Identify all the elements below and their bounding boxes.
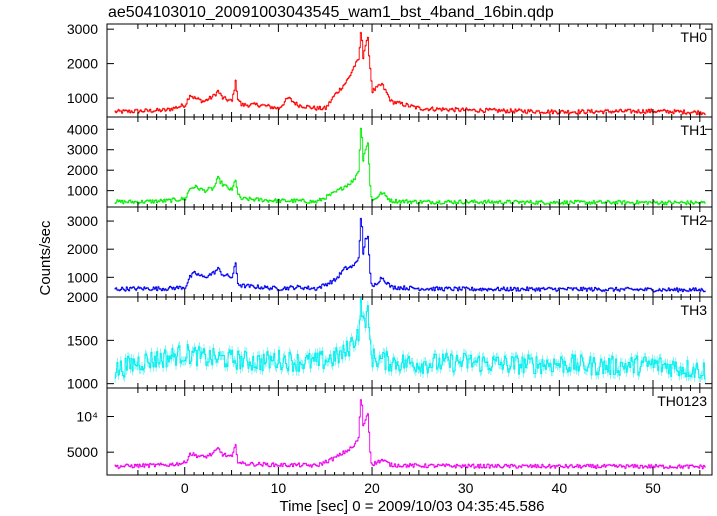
panel-th3: 1000 1500 2000 TH3	[67, 289, 713, 392]
series-th0123-line	[114, 399, 706, 470]
y-tick-label: 1000	[67, 90, 98, 106]
x-tick-label: 40	[552, 480, 568, 496]
panel-label-th1: TH1	[681, 122, 708, 138]
y-tick-label: 1000	[67, 376, 98, 392]
panel-frame	[106, 116, 713, 208]
y-tick-label: 2000	[67, 56, 98, 72]
y-tick-label: 1000	[67, 269, 98, 285]
series-th2-errorbars	[114, 217, 706, 293]
panel-th2: 1000 2000 3000 TH2	[67, 206, 713, 298]
chart-title: ae504103010_20091003043545_wam1_bst_4ban…	[108, 4, 554, 21]
series-th0-line	[114, 32, 706, 115]
series-th2-line	[114, 218, 706, 293]
series-th0-errorbars	[114, 31, 706, 116]
y-tick-label: 2000	[67, 162, 98, 178]
y-tick-label: 3000	[67, 213, 98, 229]
panel-frame	[106, 296, 713, 389]
x-axis-label: Time [sec] 0 = 2009/10/03 04:35:45.586	[279, 498, 544, 515]
x-tick-label: 0	[181, 480, 189, 496]
panel-label-th0123: TH0123	[657, 393, 707, 409]
x-tick-label: 20	[364, 480, 380, 496]
series-th1-line	[114, 127, 706, 206]
y-tick-label: 3000	[67, 142, 98, 158]
y-tick-label: 2000	[67, 241, 98, 257]
panel-label-th2: TH2	[681, 212, 708, 228]
panel-frame	[106, 387, 713, 476]
y-tick-label: 1500	[67, 332, 98, 348]
y-tick-label: 5000	[67, 444, 98, 460]
panel-label-th0: TH0	[681, 29, 708, 45]
panel-th0123: 5000 10⁴ TH0123	[67, 387, 713, 476]
panel-label-th3: TH3	[681, 302, 708, 318]
y-tick-label: 10⁴	[76, 409, 98, 425]
y-axis-label: Counts/sec	[37, 220, 54, 296]
x-tick-label: 50	[645, 480, 661, 496]
series-th3-line	[114, 298, 706, 380]
series-th0123-errorbars	[114, 398, 706, 470]
panel-th0: 1000 2000 3000 TH0	[67, 21, 713, 118]
y-tick-label: 4000	[67, 121, 98, 137]
x-tick-label: 10	[271, 480, 287, 496]
x-tick-label: 30	[458, 480, 474, 496]
panel-frame	[106, 206, 713, 298]
panel-th1: 1000 2000 3000 4000 TH1	[67, 116, 713, 208]
y-tick-label: 1000	[67, 183, 98, 199]
panel-frame	[106, 23, 713, 118]
series-th1-errorbars	[114, 127, 706, 206]
y-tick-label: 2000	[67, 289, 98, 305]
y-tick-label: 3000	[67, 21, 98, 37]
